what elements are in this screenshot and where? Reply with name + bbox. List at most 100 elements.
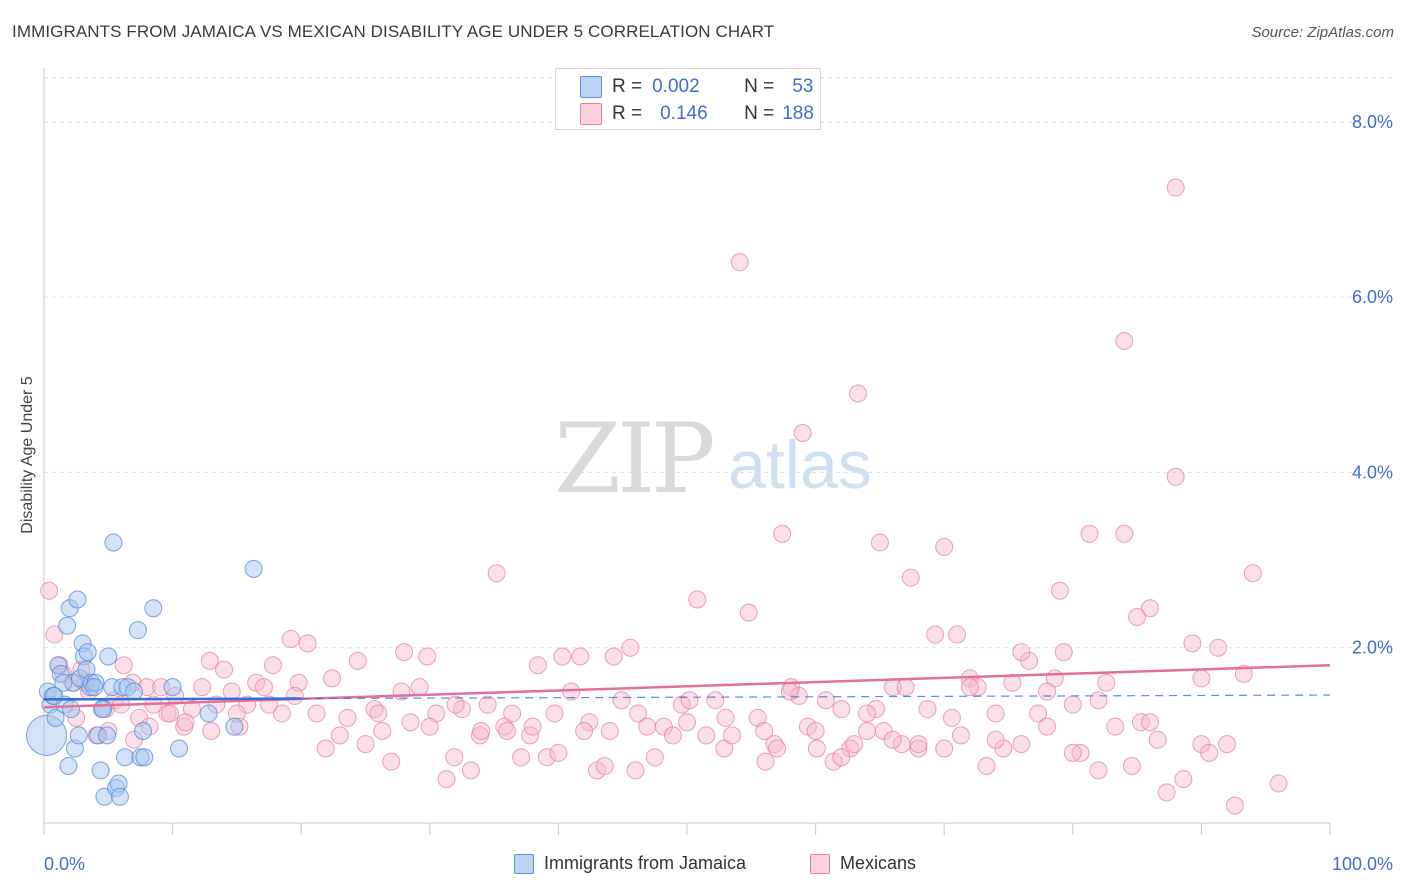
jamaica-point bbox=[144, 599, 163, 618]
jamaica-point bbox=[170, 739, 189, 758]
mexicans-point bbox=[858, 704, 877, 723]
mexicans-point bbox=[1166, 178, 1185, 197]
mexicans-point bbox=[373, 721, 392, 740]
mexicans-point bbox=[883, 730, 902, 749]
mexicans-point bbox=[497, 721, 516, 740]
mexicans-point bbox=[748, 708, 767, 727]
mexicans-point bbox=[307, 704, 326, 723]
mexicans-point bbox=[909, 739, 928, 758]
mexicans-point bbox=[1243, 564, 1262, 583]
mexicans-point bbox=[395, 643, 414, 662]
legend-label-mexicans: Mexicans bbox=[840, 853, 917, 873]
mexicans-point bbox=[849, 384, 868, 403]
mexicans-point bbox=[263, 656, 282, 675]
jamaica-r-value: 0.002 bbox=[652, 76, 700, 97]
mexicans-point bbox=[1003, 673, 1022, 692]
mexicans-point bbox=[272, 704, 291, 723]
mexicans-point bbox=[629, 704, 648, 723]
mexicans-point bbox=[503, 704, 522, 723]
mexicans-point bbox=[330, 726, 349, 745]
mexicans-point bbox=[1029, 704, 1048, 723]
mexicans-point bbox=[1038, 717, 1057, 736]
mexicans-point bbox=[40, 581, 59, 600]
mexicans-point bbox=[316, 739, 335, 758]
mexicans-point bbox=[845, 735, 864, 754]
jamaica-point bbox=[128, 621, 147, 640]
jamaica-point bbox=[69, 726, 88, 745]
jamaica-point bbox=[125, 682, 144, 701]
jamaica-point bbox=[91, 761, 110, 780]
mexicans-point bbox=[867, 700, 886, 719]
mexicans-point bbox=[410, 678, 429, 697]
series-legend: Immigrants from Jamaica Mexicans bbox=[0, 853, 1406, 877]
jamaica-point bbox=[99, 647, 118, 666]
watermark-atlas: atlas bbox=[728, 427, 872, 503]
mexicans-point bbox=[1157, 783, 1176, 802]
mexicans-point bbox=[200, 651, 219, 670]
mexicans-point bbox=[1012, 643, 1031, 662]
chart-title: IMMIGRANTS FROM JAMAICA VS MEXICAN DISAB… bbox=[12, 22, 775, 41]
jamaica-trend-line bbox=[43, 697, 302, 701]
mexicans-point bbox=[942, 708, 961, 727]
jamaica-point bbox=[98, 726, 117, 745]
mexicans-point bbox=[663, 726, 682, 745]
mexicans-point bbox=[612, 691, 631, 710]
mexicans-point bbox=[222, 682, 241, 701]
mexicans-point bbox=[768, 739, 787, 758]
jamaica-point bbox=[116, 748, 135, 767]
legend-item-mexicans: Mexicans bbox=[810, 853, 916, 874]
mexicans-point bbox=[1115, 331, 1134, 350]
mexicans-point bbox=[986, 730, 1005, 749]
mexicans-point bbox=[1225, 796, 1244, 815]
mexicans-point bbox=[571, 647, 590, 666]
jamaica-point bbox=[62, 700, 81, 719]
mexicans-point bbox=[816, 691, 835, 710]
mexicans-point bbox=[723, 726, 742, 745]
mexicans-point bbox=[254, 678, 273, 697]
mexicans-point bbox=[858, 721, 877, 740]
mexicans-point bbox=[523, 717, 542, 736]
mexicans-point bbox=[1234, 665, 1253, 683]
mexicans-point bbox=[356, 735, 375, 754]
mexicans-point bbox=[645, 748, 664, 767]
mexicans-point bbox=[1131, 713, 1150, 732]
mexicans-point bbox=[1218, 735, 1237, 754]
mexicans-point bbox=[960, 678, 979, 697]
mexicans-point bbox=[1174, 770, 1193, 789]
jamaica-point bbox=[85, 678, 104, 697]
mexicans-point bbox=[807, 739, 826, 758]
mexicans-point bbox=[382, 752, 401, 771]
mexicans-point bbox=[545, 704, 564, 723]
mexicans-r-value: 0.146 bbox=[660, 103, 708, 124]
mexicans-point bbox=[935, 537, 954, 556]
mexicans-point bbox=[595, 757, 614, 776]
source-label: Source: ZipAtlas.com bbox=[1251, 24, 1394, 41]
mexicans-point bbox=[977, 757, 996, 776]
mexicans-point bbox=[789, 686, 808, 705]
jamaica-point bbox=[110, 787, 129, 806]
jamaica-point bbox=[46, 708, 65, 727]
y-tick-label: 8.0% bbox=[1352, 112, 1393, 132]
jamaica-point bbox=[45, 686, 64, 705]
watermark-zip: ZIP bbox=[554, 403, 713, 515]
mexicans-point bbox=[1012, 735, 1031, 754]
x-tick-label-min: 0.0% bbox=[44, 854, 85, 874]
mexicans-point bbox=[1054, 643, 1073, 662]
jamaica-point bbox=[54, 673, 73, 692]
mexicans-point bbox=[918, 700, 937, 719]
mexicans-point bbox=[678, 713, 696, 732]
mexicans-point bbox=[323, 669, 342, 688]
mexicans-point bbox=[1166, 467, 1185, 486]
mexicans-point bbox=[1209, 638, 1228, 657]
correlation-legend: R = 0.002 N = 53 R = 0.146 N = 188 bbox=[555, 68, 821, 130]
mexicans-swatch bbox=[580, 103, 602, 125]
mexicans-r-label: R = bbox=[612, 103, 643, 124]
y-tick-label: 2.0% bbox=[1352, 638, 1393, 658]
mexicans-point bbox=[951, 726, 970, 745]
jamaica-point bbox=[94, 700, 113, 719]
mexicans-point bbox=[680, 691, 699, 710]
mexicans-point bbox=[281, 629, 300, 648]
mexicans-point bbox=[638, 717, 657, 736]
mexicans-point bbox=[487, 564, 506, 583]
